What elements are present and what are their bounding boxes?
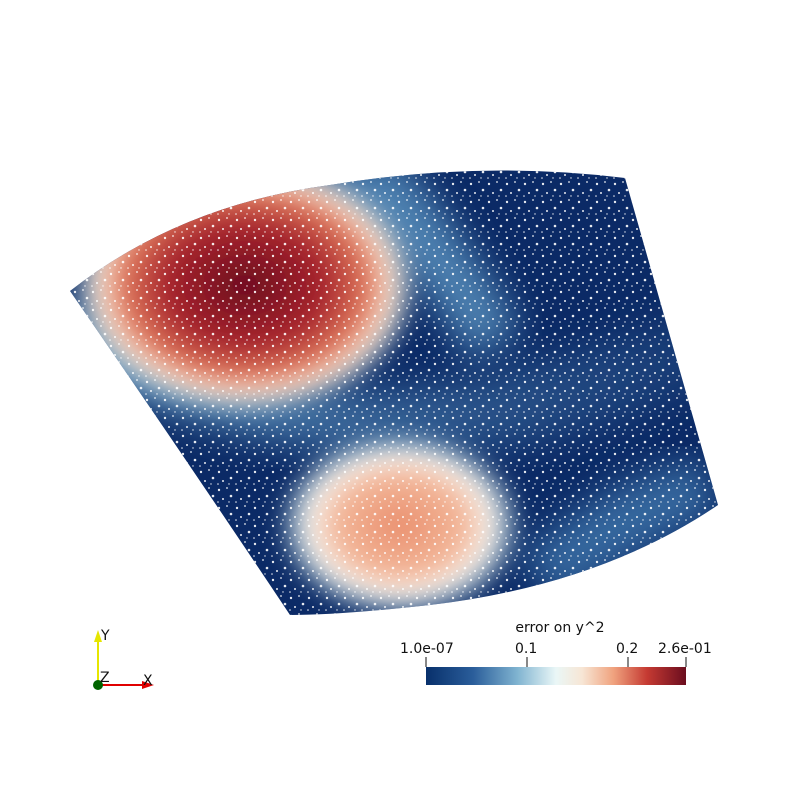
colorbar-tick-label: 2.6e-01 — [658, 641, 712, 657]
colorbar-tick-label: 1.0e-07 — [400, 641, 454, 657]
z-axis-dot — [93, 680, 103, 690]
colorbar-tick-label: 0.2 — [616, 641, 639, 657]
y-axis-label: Y — [101, 628, 110, 644]
colorbar-tick-label: 0.1 — [515, 641, 538, 657]
x-axis-label: X — [143, 673, 153, 689]
axes-triad — [93, 630, 154, 690]
y-arrow-icon — [94, 630, 102, 642]
colorbar — [426, 667, 686, 685]
z-axis-label: Z — [100, 670, 110, 686]
colorbar-title: error on y^2 — [515, 620, 605, 636]
x-arrow-icon — [142, 681, 154, 689]
